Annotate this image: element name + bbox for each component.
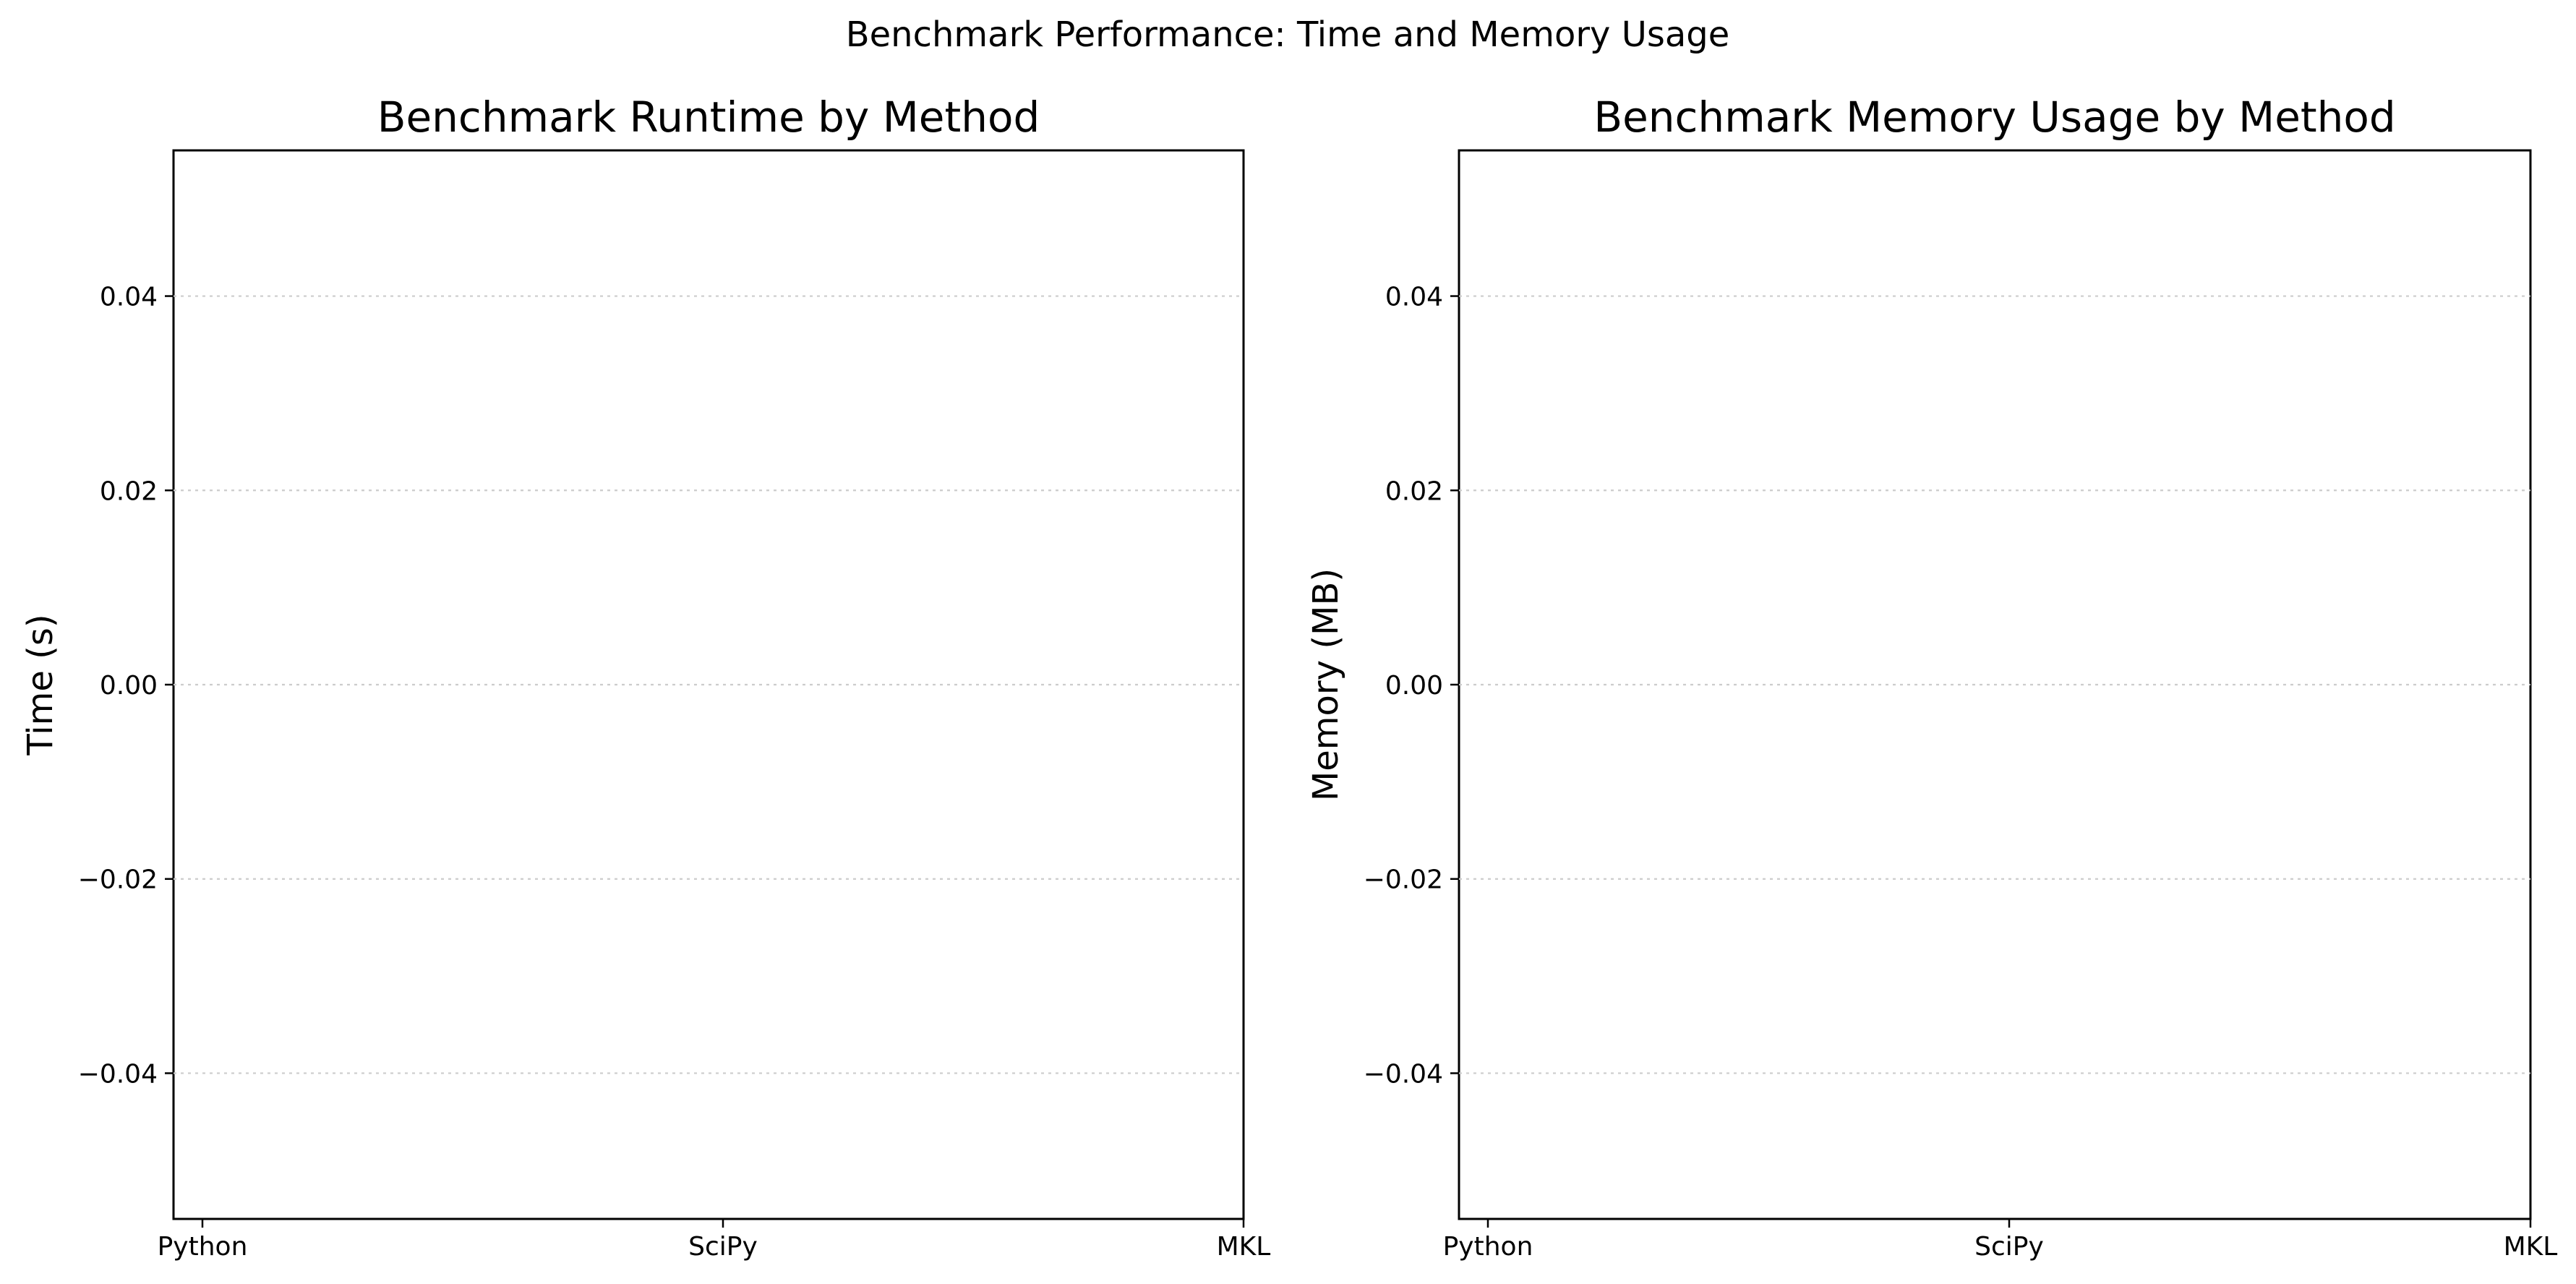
runtime-x-tick-label: Python bbox=[158, 1232, 248, 1262]
memory-x-tick-label: Python bbox=[1443, 1232, 1533, 1262]
memory-chart-title: Benchmark Memory Usage by Method bbox=[1593, 93, 2395, 142]
figure-suptitle: Benchmark Performance: Time and Memory U… bbox=[846, 14, 1730, 55]
memory-y-tick-label: 0.00 bbox=[1385, 671, 1443, 701]
runtime-y-tick-label: −0.02 bbox=[78, 865, 158, 895]
runtime-y-tick-label: −0.04 bbox=[78, 1059, 158, 1089]
runtime-x-tick-label: SciPy bbox=[688, 1232, 758, 1262]
memory-y-tick-label: −0.04 bbox=[1364, 1059, 1443, 1089]
runtime-chart: Benchmark Runtime by Method Time (s) 0.0… bbox=[20, 93, 1270, 1262]
runtime-x-tick-label: MKL bbox=[1217, 1232, 1271, 1262]
runtime-y-tick-label: 0.02 bbox=[100, 476, 158, 506]
memory-y-tick-label: −0.02 bbox=[1364, 865, 1443, 895]
memory-x-tick-label: MKL bbox=[2504, 1232, 2558, 1262]
memory-y-axis-label: Memory (MB) bbox=[1306, 568, 1346, 801]
memory-x-tick-label: SciPy bbox=[1974, 1232, 2044, 1262]
runtime-y-tick-label: 0.04 bbox=[100, 283, 158, 312]
memory-y-tick-label: 0.04 bbox=[1385, 283, 1443, 312]
memory-chart: Benchmark Memory Usage by Method Memory … bbox=[1306, 93, 2557, 1262]
runtime-y-axis-label: Time (s) bbox=[20, 614, 61, 756]
runtime-chart-title: Benchmark Runtime by Method bbox=[377, 93, 1040, 142]
memory-y-tick-label: 0.02 bbox=[1385, 476, 1443, 506]
runtime-y-tick-label: 0.00 bbox=[100, 671, 158, 701]
